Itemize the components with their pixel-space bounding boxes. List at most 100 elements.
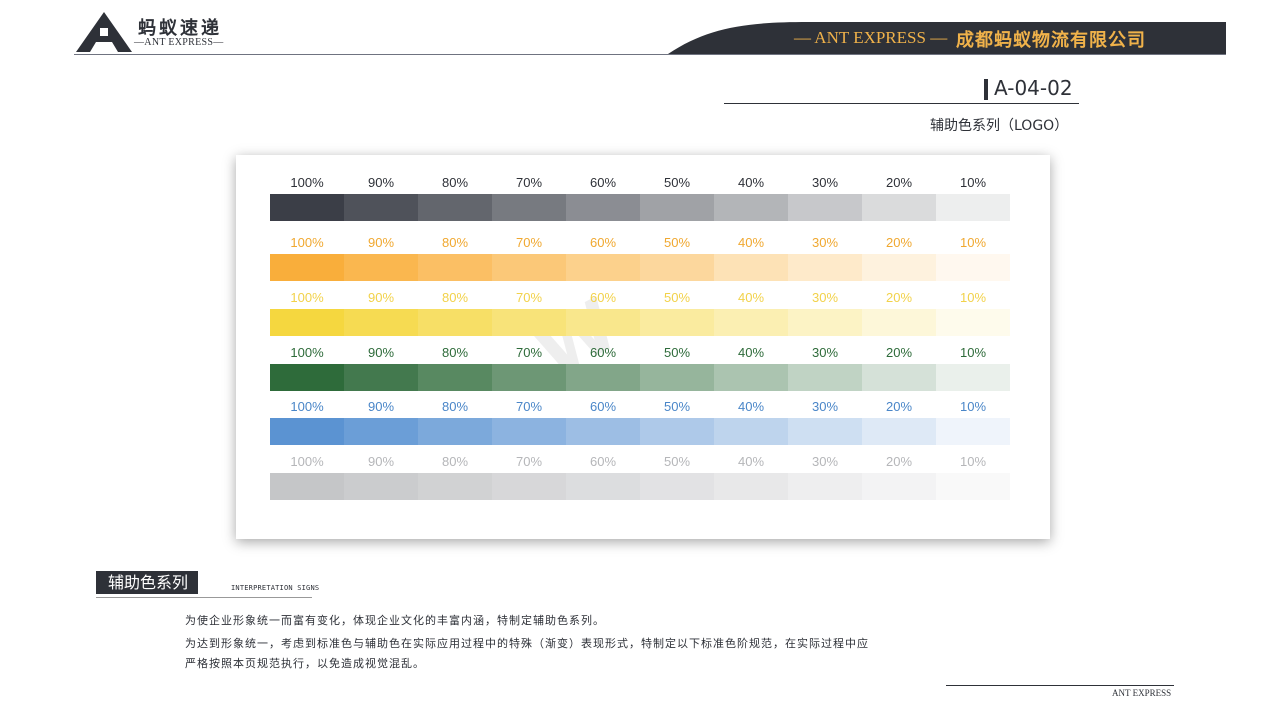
color-swatch — [788, 194, 862, 221]
percent-label: 80% — [441, 345, 469, 360]
percent-label: 50% — [663, 290, 691, 305]
percent-label-row: 100% 90% 80% 70% 60% 50% 40% 30% 20% 10% — [270, 235, 1010, 253]
color-swatch — [344, 254, 418, 281]
color-swatch — [270, 364, 344, 391]
percent-label: 20% — [885, 454, 913, 469]
section-divider — [96, 597, 312, 598]
color-swatch — [714, 473, 788, 500]
color-swatch — [492, 254, 566, 281]
percent-label: 50% — [663, 399, 691, 414]
color-swatch — [270, 418, 344, 445]
percent-label: 70% — [515, 454, 543, 469]
percent-label: 80% — [441, 175, 469, 190]
percent-label: 70% — [515, 290, 543, 305]
percent-label: 30% — [811, 290, 839, 305]
percent-label: 20% — [885, 175, 913, 190]
footer-divider — [946, 685, 1174, 686]
color-swatch — [714, 364, 788, 391]
percent-label: 70% — [515, 175, 543, 190]
percent-label: 20% — [885, 399, 913, 414]
color-swatch — [418, 418, 492, 445]
percent-label: 70% — [515, 235, 543, 250]
color-swatch — [714, 418, 788, 445]
color-swatch — [936, 364, 1010, 391]
color-swatch — [270, 473, 344, 500]
color-swatch — [270, 309, 344, 336]
percent-label: 50% — [663, 345, 691, 360]
color-swatch — [492, 418, 566, 445]
percent-label: 90% — [367, 290, 395, 305]
color-swatch — [862, 473, 936, 500]
color-swatch — [640, 194, 714, 221]
percent-label: 10% — [959, 175, 987, 190]
percent-label: 10% — [959, 345, 987, 360]
percent-label: 30% — [811, 345, 839, 360]
color-swatch — [566, 418, 640, 445]
color-swatch — [344, 194, 418, 221]
color-swatch — [788, 254, 862, 281]
color-swatch — [640, 254, 714, 281]
percent-label: 60% — [589, 399, 617, 414]
color-swatch-row — [270, 309, 1010, 336]
logo-chinese-name: 蚂蚁速递 — [138, 18, 222, 39]
color-swatch — [270, 194, 344, 221]
percent-label: 100% — [290, 454, 324, 469]
footer-brand: ANT EXPRESS — [1112, 688, 1172, 698]
color-swatch — [714, 194, 788, 221]
percent-label: 20% — [885, 235, 913, 250]
header-divider — [74, 54, 1226, 55]
percent-label: 40% — [737, 290, 765, 305]
color-swatch — [566, 364, 640, 391]
percent-label: 90% — [367, 345, 395, 360]
color-swatch — [344, 309, 418, 336]
percent-label: 40% — [737, 235, 765, 250]
percent-label: 60% — [589, 345, 617, 360]
percent-label: 100% — [290, 175, 324, 190]
color-swatch — [418, 194, 492, 221]
percent-label: 60% — [589, 235, 617, 250]
color-swatch — [862, 418, 936, 445]
percent-label: 70% — [515, 399, 543, 414]
page-subtitle: 辅助色系列（LOGO） — [930, 118, 1069, 134]
color-swatch — [566, 473, 640, 500]
percent-label: 80% — [441, 399, 469, 414]
percent-label: 40% — [737, 399, 765, 414]
color-swatch — [344, 364, 418, 391]
company-logo: 蚂蚁速递 —ANT EXPRESS— — [76, 12, 236, 52]
color-swatch-row — [270, 364, 1010, 391]
percent-label: 20% — [885, 345, 913, 360]
color-swatch — [862, 194, 936, 221]
percent-label: 80% — [441, 454, 469, 469]
percent-label-row: 100% 90% 80% 70% 60% 50% 40% 30% 20% 10% — [270, 345, 1010, 363]
color-swatch — [936, 418, 1010, 445]
color-swatch — [936, 194, 1010, 221]
color-swatch — [640, 364, 714, 391]
percent-label: 50% — [663, 175, 691, 190]
color-swatch — [714, 254, 788, 281]
header-english-brand: — ANT EXPRESS — — [794, 28, 948, 47]
color-swatch — [492, 364, 566, 391]
percent-label: 100% — [290, 345, 324, 360]
color-swatch — [862, 364, 936, 391]
percent-label: 10% — [959, 454, 987, 469]
percent-label: 50% — [663, 454, 691, 469]
color-swatch — [788, 418, 862, 445]
percent-label: 60% — [589, 175, 617, 190]
color-swatch — [566, 309, 640, 336]
color-swatch — [936, 309, 1010, 336]
percent-label: 10% — [959, 290, 987, 305]
page-code-marker — [984, 79, 988, 100]
percent-label: 90% — [367, 399, 395, 414]
percent-label: 90% — [367, 235, 395, 250]
description-paragraph-1: 为使企业形象统一而富有变化，体现企业文化的丰富内涵，特制定辅助色系列。 — [185, 614, 605, 627]
percent-label: 100% — [290, 235, 324, 250]
color-swatch — [566, 194, 640, 221]
color-swatch — [270, 254, 344, 281]
percent-label: 60% — [589, 454, 617, 469]
color-swatch — [640, 309, 714, 336]
percent-label: 30% — [811, 454, 839, 469]
percent-label: 30% — [811, 235, 839, 250]
color-swatch — [492, 194, 566, 221]
header-company-name: 成都蚂蚁物流有限公司 — [956, 30, 1146, 51]
percent-label: 100% — [290, 290, 324, 305]
